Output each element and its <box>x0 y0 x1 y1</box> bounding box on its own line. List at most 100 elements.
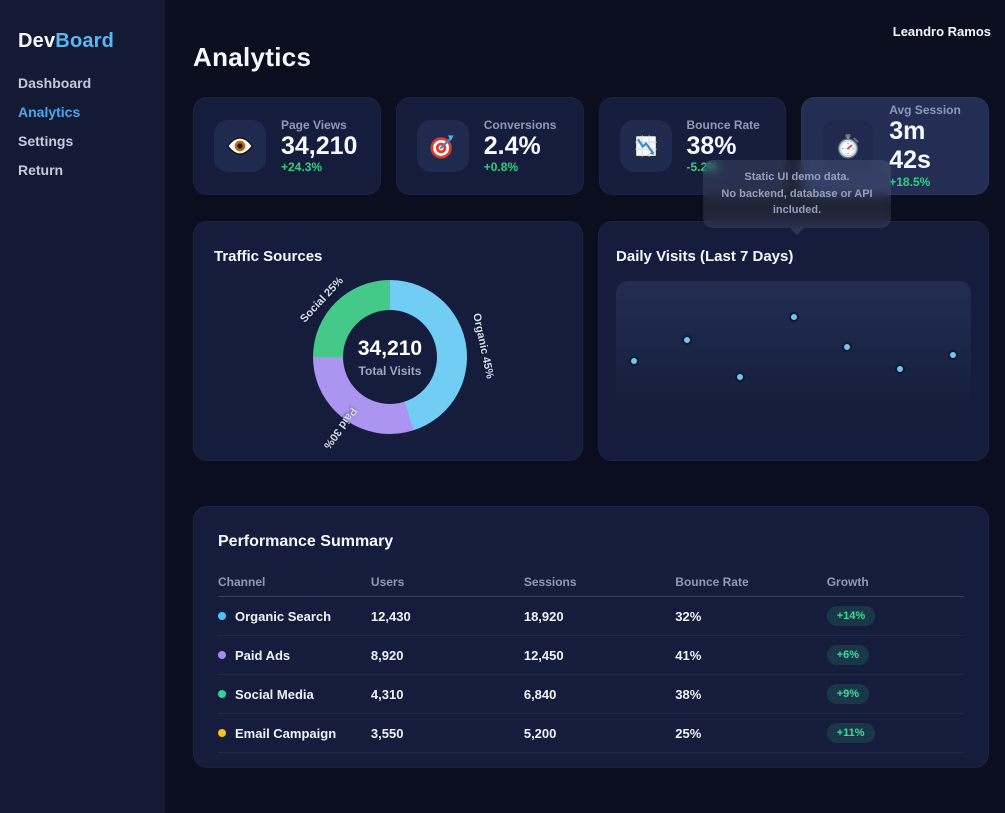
stat-value: 34,210 <box>281 131 358 160</box>
stat-label: Conversions <box>483 117 557 132</box>
growth-badge: +6% <box>826 645 870 665</box>
growth-cell: +6% <box>826 645 964 665</box>
stat-text: Bounce Rate 38% -5.2% <box>687 118 760 175</box>
data-point <box>948 349 959 360</box>
slice-label-organic: Organic 45% <box>470 312 496 380</box>
total-visits-label: Total Visits <box>358 363 422 378</box>
brand-name-primary: Dev <box>18 30 56 52</box>
stat-card-page-views[interactable]: Page Views 34,210 +24.3% <box>193 97 381 195</box>
stat-delta: +0.8% <box>483 160 519 175</box>
col-header-growth: Growth <box>826 574 869 589</box>
performance-table: Channel Users Sessions Bounce Rate Growt… <box>218 567 964 753</box>
sidebar-nav: Dashboard Analytics Settings Return <box>18 75 147 178</box>
daily-visits-plot <box>616 281 971 415</box>
traffic-donut: 34,210 Total Visits <box>313 280 467 434</box>
users-cell: 4,310 <box>370 686 404 702</box>
performance-summary-title: Performance Summary <box>218 533 394 550</box>
tooltip-line-2: No backend, database or API included. <box>721 187 873 217</box>
page-title: Analytics <box>193 42 312 72</box>
traffic-sources-title: Traffic Sources <box>214 248 323 265</box>
stat-text: Page Views 34,210 +24.3% <box>281 118 357 175</box>
table-row: Organic Search 12,430 18,920 32% +14% <box>218 597 964 636</box>
stat-value: 2.4% <box>483 131 541 160</box>
stat-text: Avg Session 3m 42s +18.5% <box>889 103 968 189</box>
col-header-bounce-rate: Bounce Rate <box>675 574 749 589</box>
sidebar: DevBoard Dashboard Analytics Settings Re… <box>0 0 165 813</box>
sidebar-item-analytics[interactable]: Analytics <box>18 104 81 120</box>
bounce-rate-cell: 41% <box>675 647 702 663</box>
channel-name: Paid Ads <box>235 647 291 663</box>
stat-card-conversions[interactable]: Conversions 2.4% +0.8% <box>395 97 584 195</box>
main-content: Leandro Ramos Analytics Page Views 34,21… <box>165 0 1005 813</box>
app-logo[interactable]: DevBoard <box>18 30 147 53</box>
channel-name: Social Media <box>235 686 314 702</box>
growth-badge: +9% <box>826 684 870 704</box>
bounce-rate-cell: 32% <box>675 608 702 624</box>
channel-name: Email Campaign <box>235 725 337 741</box>
data-point <box>735 372 746 383</box>
stat-label: Page Views <box>281 117 347 132</box>
sidebar-item-dashboard[interactable]: Dashboard <box>18 75 92 91</box>
growth-cell: +9% <box>826 684 964 704</box>
table-header-row: Channel Users Sessions Bounce Rate Growt… <box>218 567 964 597</box>
performance-summary-card: Performance Summary Channel Users Sessio… <box>193 506 989 768</box>
user-menu[interactable]: Leandro Ramos <box>892 24 991 39</box>
sessions-cell: 12,450 <box>523 647 564 663</box>
channel-cell: Paid Ads <box>218 648 371 663</box>
data-point <box>895 364 905 375</box>
channel-cell: Social Media <box>218 687 371 702</box>
channel-color-dot <box>218 651 226 659</box>
col-header-sessions: Sessions <box>523 574 577 589</box>
channel-name: Organic Search <box>235 608 332 624</box>
channel-color-dot <box>218 612 226 620</box>
daily-visits-card: Daily Visits (Last 7 Days) <box>598 221 989 461</box>
growth-badge: +14% <box>826 606 876 626</box>
table-row: Paid Ads 8,920 12,450 41% +6% <box>218 636 964 675</box>
stat-value: 38% <box>686 131 737 160</box>
chart-decreasing-icon <box>619 120 672 172</box>
sessions-cell: 5,200 <box>523 725 557 741</box>
growth-cell: +11% <box>826 723 964 743</box>
tooltip-line-1: Static UI demo data. <box>744 171 850 183</box>
sessions-cell: 18,920 <box>523 608 564 624</box>
sidebar-item-settings[interactable]: Settings <box>18 133 74 149</box>
data-point <box>841 341 852 352</box>
stat-delta: +24.3% <box>281 160 323 175</box>
traffic-sources-card: Traffic Sources 34,210 Total Visits Soci… <box>193 221 584 461</box>
users-cell: 8,920 <box>370 647 404 663</box>
demo-data-tooltip: Static UI demo data. No backend, databas… <box>703 160 891 228</box>
sessions-cell: 6,840 <box>523 686 557 702</box>
bounce-rate-cell: 25% <box>675 725 702 741</box>
eye-icon <box>214 120 266 172</box>
total-visits-value: 34,210 <box>357 336 423 360</box>
sidebar-item-return[interactable]: Return <box>18 162 64 178</box>
stats-row: Page Views 34,210 +24.3% Conversions 2.4… <box>193 97 989 195</box>
table-row: Social Media 4,310 6,840 38% +9% <box>218 675 964 714</box>
channel-color-dot <box>218 690 226 698</box>
stat-label: Bounce Rate <box>686 117 760 132</box>
donut-center: 34,210 Total Visits <box>343 310 437 404</box>
channel-cell: Organic Search <box>218 609 371 624</box>
daily-visits-title: Daily Visits (Last 7 Days) <box>616 248 794 265</box>
channel-color-dot <box>218 729 226 737</box>
channel-cell: Email Campaign <box>218 726 371 741</box>
data-point <box>788 312 799 323</box>
table-row: Email Campaign 3,550 5,200 25% +11% <box>218 714 964 753</box>
stat-delta: +18.5% <box>889 174 931 189</box>
stat-label: Avg Session <box>889 103 961 118</box>
stat-text: Conversions 2.4% +0.8% <box>484 118 557 175</box>
col-header-channel: Channel <box>218 574 266 589</box>
bounce-rate-cell: 38% <box>675 686 702 702</box>
stat-value: 3m 42s <box>889 117 931 174</box>
stat-card-avg-session[interactable]: Avg Session 3m 42s +18.5% <box>801 97 989 195</box>
brand-name-secondary: Board <box>55 30 115 52</box>
col-header-users: Users <box>370 574 405 589</box>
data-point <box>628 356 639 367</box>
charts-row: Traffic Sources 34,210 Total Visits Soci… <box>193 221 989 461</box>
users-cell: 3,550 <box>370 725 404 741</box>
target-icon <box>416 120 469 172</box>
growth-badge: +11% <box>826 723 875 743</box>
data-point <box>682 334 693 345</box>
growth-cell: +14% <box>826 606 964 626</box>
users-cell: 12,430 <box>370 608 411 624</box>
